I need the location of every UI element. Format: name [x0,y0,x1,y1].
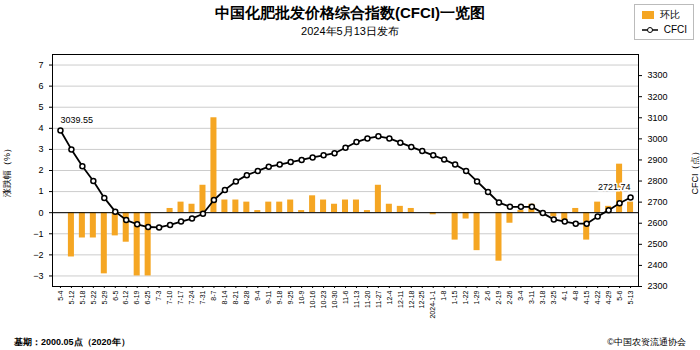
svg-text:6-19: 6-19 [133,290,140,304]
svg-text:2721.74: 2721.74 [598,182,631,192]
svg-text:2024-1-1: 2024-1-1 [429,290,436,318]
svg-text:2600: 2600 [648,218,668,228]
svg-text:7-10: 7-10 [166,290,173,304]
svg-text:2: 2 [38,165,43,175]
svg-text:6-5: 6-5 [112,290,119,300]
html-text:环比: 环比 [659,9,680,20]
svg-text:3000: 3000 [648,134,668,144]
svg-text:3-4: 3-4 [517,290,524,300]
svg-text:3200: 3200 [648,92,668,102]
svg-text:10-16: 10-16 [309,290,316,308]
svg-text:10-23: 10-23 [320,290,327,308]
svg-text:6-12: 6-12 [122,290,129,304]
svg-text:1-29: 1-29 [473,290,480,304]
svg-text:7-31: 7-31 [199,290,206,304]
html-text:CFCI: CFCI [663,24,687,35]
svg-text:9-11: 9-11 [265,290,272,304]
svg-text:11-27: 11-27 [375,290,382,307]
svg-text:−2: −2 [33,250,43,260]
svg-text:2500: 2500 [648,239,668,249]
svg-text:4-22: 4-22 [594,290,601,304]
html-text:©中国农资流通协会: ©中国农资流通协会 [607,337,686,347]
svg-text:3-18: 3-18 [539,290,546,304]
svg-text:2-19: 2-19 [495,290,502,304]
svg-text:−1: −1 [33,229,43,239]
svg-text:4-15: 4-15 [583,290,590,304]
svg-text:12-25: 12-25 [418,290,425,308]
svg-text:7-3: 7-3 [155,290,162,300]
svg-text:4: 4 [38,123,43,133]
svg-text:5-29: 5-29 [101,290,108,304]
svg-text:1-22: 1-22 [462,290,469,304]
svg-text:6: 6 [38,81,43,91]
svg-text:6-25: 6-25 [144,290,151,304]
svg-text:4-8: 4-8 [572,290,579,300]
svg-text:5-4: 5-4 [57,290,64,300]
svg-text:11-20: 11-20 [364,290,371,307]
svg-text:3300: 3300 [648,70,668,80]
svg-text:3-11: 3-11 [528,290,535,304]
html-text:中国化肥批发价格综合指数(CFCI)一览图: 中国化肥批发价格综合指数(CFCI)一览图 [215,4,485,21]
svg-text:9-4: 9-4 [254,290,261,300]
svg-text:10-9: 10-9 [298,290,305,304]
svg-text:8-28: 8-28 [243,290,250,304]
svg-text:5: 5 [38,102,43,112]
svg-text:2300: 2300 [648,281,668,291]
svg-text:2900: 2900 [648,155,668,165]
svg-text:3100: 3100 [648,113,668,123]
svg-text:3: 3 [38,144,43,154]
svg-text:10-30: 10-30 [331,290,338,308]
svg-text:5-12: 5-12 [68,290,75,304]
svg-text:11-6: 11-6 [342,290,349,304]
svg-text:−3: −3 [33,271,43,281]
svg-text:7: 7 [38,60,43,70]
html-text:2024年5月13日发布: 2024年5月13日发布 [301,25,399,37]
svg-text:3039.55: 3039.55 [60,115,93,125]
html-text:基期：2000.05点（2020年）: 基期：2000.05点（2020年） [14,337,130,347]
svg-text:1-8: 1-8 [440,290,447,300]
svg-text:5-22: 5-22 [90,290,97,304]
svg-text:11-13: 11-13 [353,290,360,307]
svg-text:12-4: 12-4 [386,290,393,304]
svg-text:5-18: 5-18 [79,290,86,304]
svg-text:2-26: 2-26 [506,290,513,304]
svg-text:涨跌幅（%）: 涨跌幅（%） [2,144,12,197]
svg-text:8-21: 8-21 [232,290,239,304]
svg-text:2400: 2400 [648,260,668,270]
svg-text:4-29: 4-29 [605,290,612,304]
svg-text:2800: 2800 [648,176,668,186]
svg-text:2-6: 2-6 [484,290,491,300]
svg-text:12-18: 12-18 [408,290,415,308]
svg-text:8-14: 8-14 [221,290,228,304]
svg-text:1: 1 [38,186,43,196]
svg-text:CFCI（点）: CFCI（点） [690,147,700,195]
svg-text:2700: 2700 [648,197,668,207]
svg-text:1-15: 1-15 [451,290,458,304]
svg-text:7-17: 7-17 [177,290,184,304]
svg-text:8-7: 8-7 [210,290,217,300]
svg-text:0: 0 [38,208,43,218]
svg-text:4-1: 4-1 [561,290,568,300]
svg-text:5-13: 5-13 [627,290,634,304]
svg-text:7-24: 7-24 [188,290,195,304]
svg-text:5-6: 5-6 [616,290,623,300]
svg-text:3-25: 3-25 [550,290,557,304]
svg-text:9-25: 9-25 [287,290,294,304]
svg-text:9-18: 9-18 [276,290,283,304]
svg-text:12-11: 12-11 [397,290,404,307]
